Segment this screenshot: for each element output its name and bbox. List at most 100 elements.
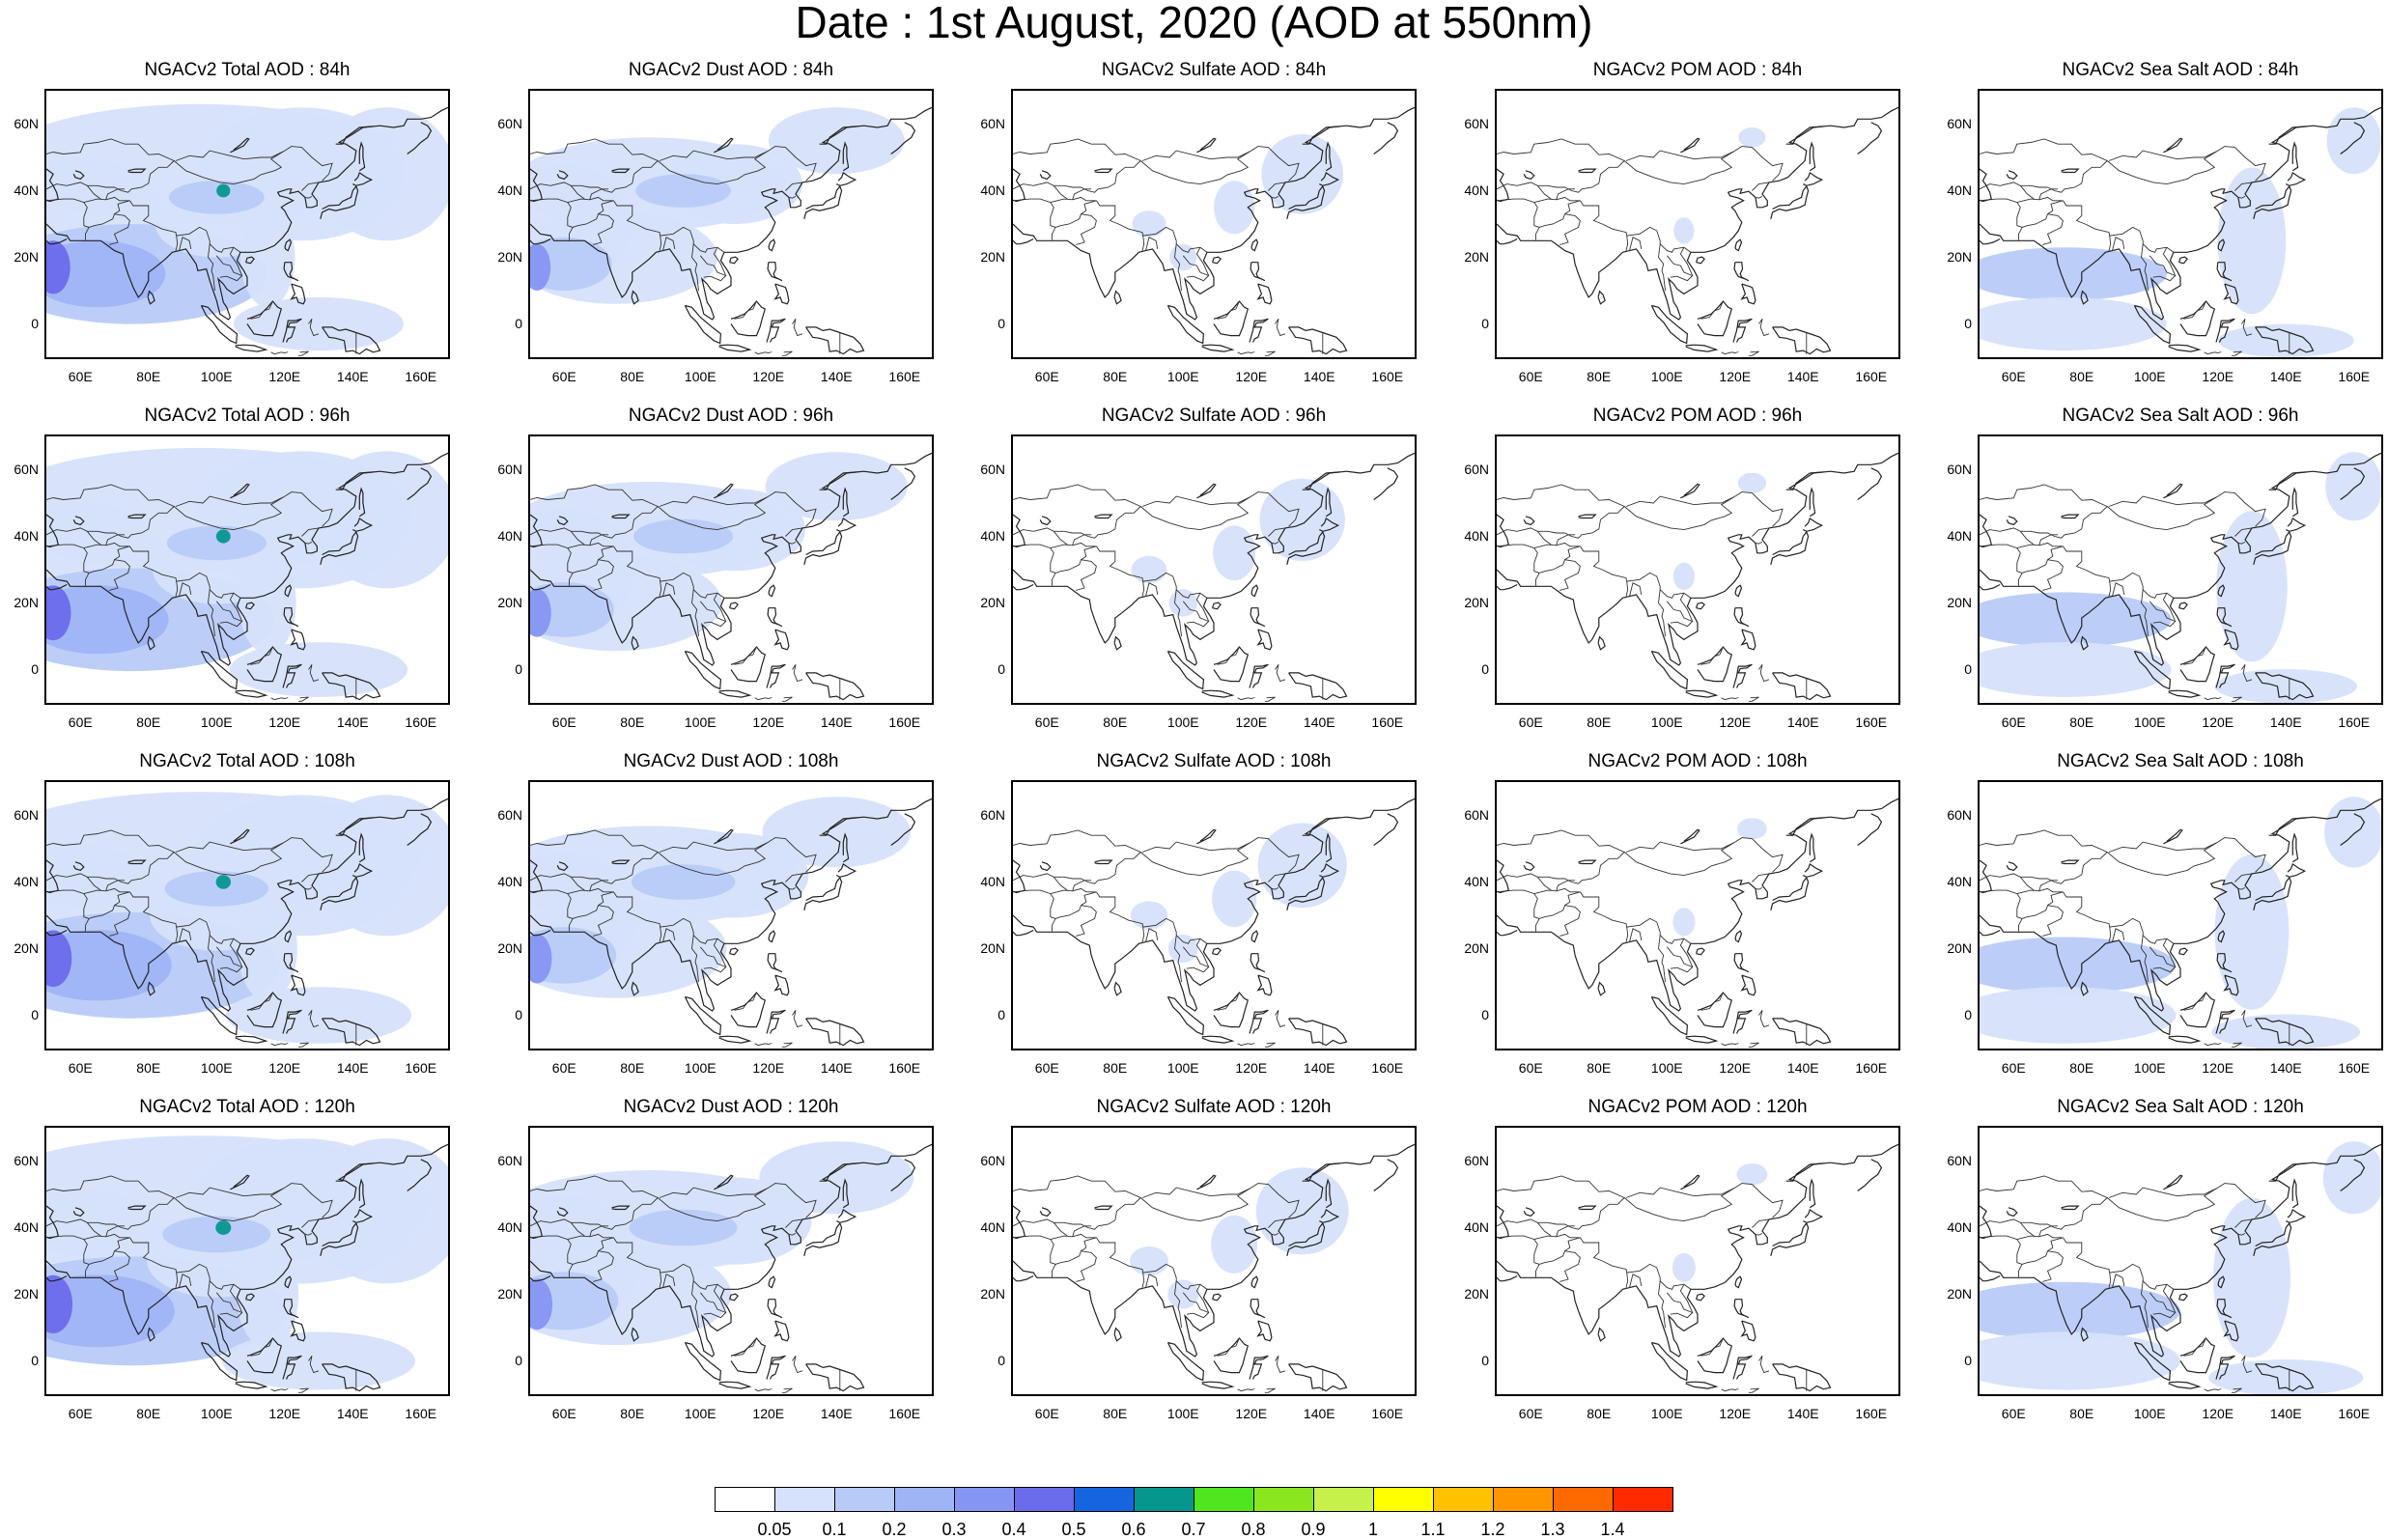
lat-tick-label: 40N (497, 1218, 522, 1235)
map-plot-area (1011, 89, 1417, 359)
lat-tick-label: 40N (1464, 527, 1489, 544)
lon-tick-label: 100E (1650, 1060, 1683, 1076)
lon-tick-label: 140E (1303, 714, 1335, 730)
colorbar-swatch (894, 1487, 955, 1512)
map-panel-sulfate: NGACv2 Sulfate AOD : 84h 60N 40N 20N 0 60E 80E… (980, 60, 1417, 417)
lat-tick-label: 40N (1947, 873, 1972, 889)
lat-tick-label: 0 (1481, 660, 1489, 677)
lon-tick-label: 160E (405, 714, 437, 730)
colorbar-tick-label: 1.1 (1420, 1520, 1446, 1539)
colorbar-tick-label: 1.2 (1480, 1520, 1505, 1539)
map-plot-area (1978, 434, 2383, 705)
panel-title: NGACv2 Total AOD : 108h (139, 751, 355, 771)
lat-tick-label: 0 (515, 660, 522, 677)
lon-tick-label: 80E (2069, 369, 2094, 384)
lat-tick-label: 60N (14, 1152, 39, 1168)
lat-tick-label: 40N (14, 527, 39, 544)
map-panel-pom: NGACv2 POM AOD : 84h 60N 40N 20N 0 60E 80E 100E… (1464, 60, 1900, 417)
lon-tick-label: 60E (68, 1060, 93, 1076)
lon-tick-label: 160E (405, 1060, 437, 1076)
lon-tick-label: 60E (1034, 714, 1059, 730)
map-panel-sulfate: NGACv2 Sulfate AOD : 96h 60N 40N 20N 0 60E 80E… (980, 406, 1417, 763)
lon-tick-label: 160E (1371, 1060, 1404, 1076)
aod-map (1497, 452, 1898, 702)
lon-tick-label: 60E (68, 369, 93, 384)
lat-tick-label: 20N (14, 939, 39, 956)
lat-tick-label: 60N (1947, 461, 1972, 477)
map-plot-area (1011, 780, 1417, 1050)
lon-tick-label: 60E (2001, 1060, 2026, 1076)
lon-tick-label: 100E (1650, 369, 1683, 384)
map-panel-seasalt: NGACv2 Sea Salt AOD : 108h 60N 40N 20N 0 60E 8… (1947, 751, 2383, 1108)
colorbar-tick-label: 1.4 (1600, 1520, 1625, 1539)
panel-title: NGACv2 Dust AOD : 108h (623, 751, 839, 771)
lat-tick-label: 40N (14, 1218, 39, 1235)
lat-tick-label: 0 (997, 1352, 1005, 1368)
colorbar-swatch (715, 1487, 775, 1512)
map-panel-total: NGACv2 Total AOD : 108h 60N 40N 20N 0 60E 80E 1… (14, 751, 450, 1108)
aod-map (1980, 452, 2381, 703)
lon-tick-label: 60E (1518, 1406, 1543, 1421)
lat-tick-label: 0 (997, 1006, 1005, 1022)
aod-map (1980, 797, 2381, 1049)
lat-tick-label: 20N (1464, 939, 1489, 956)
lat-tick-label: 20N (1947, 594, 1972, 610)
colorbar-swatch (1014, 1487, 1075, 1512)
lon-tick-label: 120E (1719, 714, 1752, 730)
lon-tick-label: 100E (1166, 369, 1199, 384)
lat-tick-label: 40N (980, 527, 1005, 544)
lat-tick-label: 20N (980, 594, 1005, 610)
map-plot-area (44, 89, 450, 359)
lon-tick-label: 160E (2338, 1406, 2371, 1421)
panel-title: NGACv2 Sulfate AOD : 84h (1101, 60, 1327, 80)
map-plot-area (1011, 434, 1417, 705)
lon-tick-label: 120E (1719, 1060, 1752, 1076)
map-plot-area (44, 434, 450, 705)
lat-tick-label: 60N (980, 461, 1005, 477)
colorbar-tick-label: 0.3 (941, 1520, 967, 1539)
lon-tick-label: 120E (268, 369, 301, 384)
lon-tick-label: 100E (2133, 369, 2166, 384)
lon-tick-label: 160E (888, 369, 921, 384)
colorbar-swatch (1553, 1487, 1614, 1512)
lon-tick-label: 80E (1587, 369, 1612, 384)
lon-tick-label: 100E (684, 1060, 716, 1076)
lat-tick-label: 60N (1947, 115, 1972, 131)
lat-tick-label: 60N (980, 806, 1005, 823)
colorbar-swatch (1074, 1487, 1135, 1512)
lon-tick-label: 120E (1235, 714, 1268, 730)
lat-tick-label: 20N (14, 1285, 39, 1302)
lon-tick-label: 60E (1034, 1406, 1059, 1421)
map-plot-area (1011, 1126, 1417, 1396)
lon-tick-label: 60E (1518, 1060, 1543, 1076)
lat-tick-label: 40N (1947, 182, 1972, 198)
lon-tick-label: 100E (200, 714, 233, 730)
lon-tick-label: 60E (551, 1060, 576, 1076)
lon-tick-label: 120E (2202, 369, 2234, 384)
panel-title: NGACv2 Total AOD : 120h (139, 1097, 355, 1117)
lon-tick-label: 120E (2202, 1060, 2234, 1076)
lon-tick-label: 120E (268, 1060, 301, 1076)
lat-tick-label: 20N (1464, 248, 1489, 265)
lon-tick-label: 80E (1103, 714, 1128, 730)
lat-tick-label: 60N (14, 461, 39, 477)
aod-map (1497, 106, 1898, 356)
map-plot-area (528, 89, 934, 359)
lat-tick-label: 0 (1481, 1006, 1489, 1022)
aod-map (46, 103, 448, 356)
lon-tick-label: 140E (336, 1406, 369, 1421)
panel-title: NGACv2 POM AOD : 120h (1587, 1097, 1808, 1117)
lon-tick-label: 120E (752, 369, 785, 384)
lon-tick-label: 80E (1587, 714, 1612, 730)
lat-tick-label: 20N (1947, 1285, 1972, 1302)
lat-tick-label: 60N (497, 461, 522, 477)
colorbar-tick-label: 1.3 (1540, 1520, 1565, 1539)
lon-tick-label: 120E (1235, 1406, 1268, 1421)
lat-tick-label: 0 (1481, 315, 1489, 331)
lat-tick-label: 0 (1481, 1352, 1489, 1368)
lon-tick-label: 80E (620, 1406, 645, 1421)
lat-tick-label: 40N (14, 182, 39, 198)
map-panel-dust: NGACv2 Dust AOD : 96h 60N 40N 20N 0 60E 80E 100… (497, 406, 934, 763)
lat-tick-label: 60N (14, 115, 39, 131)
colorbar-swatch (1433, 1487, 1494, 1512)
